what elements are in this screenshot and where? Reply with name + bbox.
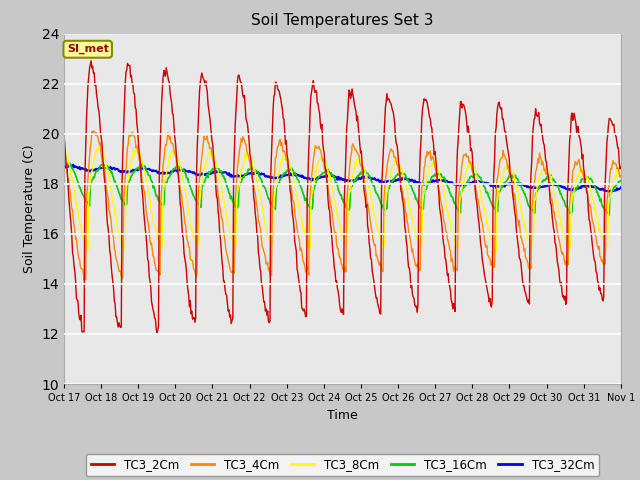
TC3_32Cm	[128, 168, 136, 174]
TC3_8Cm	[97, 144, 104, 150]
TC3_4Cm	[80, 277, 88, 283]
TC3_2Cm	[87, 58, 95, 64]
Line: TC3_32Cm: TC3_32Cm	[64, 165, 621, 192]
TC3_2Cm	[428, 126, 436, 132]
TC3_16Cm	[214, 167, 222, 172]
TC3_32Cm	[60, 165, 68, 170]
Legend: TC3_2Cm, TC3_4Cm, TC3_8Cm, TC3_16Cm, TC3_32Cm: TC3_2Cm, TC3_4Cm, TC3_8Cm, TC3_16Cm, TC3…	[86, 454, 599, 476]
TC3_32Cm	[411, 178, 419, 183]
TC3_32Cm	[65, 162, 73, 168]
TC3_4Cm	[617, 173, 625, 179]
TC3_4Cm	[215, 198, 223, 204]
TC3_2Cm	[60, 132, 68, 138]
TC3_4Cm	[186, 244, 193, 250]
TC3_2Cm	[153, 330, 161, 336]
TC3_4Cm	[70, 223, 78, 228]
TC3_16Cm	[605, 212, 613, 217]
Line: TC3_16Cm: TC3_16Cm	[64, 163, 621, 215]
TC3_4Cm	[412, 263, 419, 268]
Title: Soil Temperatures Set 3: Soil Temperatures Set 3	[251, 13, 434, 28]
TC3_8Cm	[128, 155, 136, 160]
TC3_16Cm	[411, 192, 419, 197]
TC3_4Cm	[90, 128, 97, 134]
Line: TC3_8Cm: TC3_8Cm	[64, 147, 621, 252]
TC3_8Cm	[70, 187, 78, 192]
TC3_16Cm	[428, 176, 435, 182]
TC3_2Cm	[128, 80, 136, 86]
TC3_32Cm	[71, 164, 79, 169]
TC3_32Cm	[185, 169, 193, 175]
TC3_4Cm	[129, 130, 137, 136]
TC3_16Cm	[185, 180, 193, 186]
TC3_8Cm	[411, 227, 419, 233]
TC3_16Cm	[71, 170, 79, 176]
TC3_16Cm	[617, 178, 625, 183]
TC3_2Cm	[617, 164, 625, 170]
TC3_2Cm	[215, 215, 223, 221]
TC3_8Cm	[428, 163, 435, 169]
TC3_16Cm	[128, 172, 136, 178]
TC3_8Cm	[214, 168, 222, 174]
TC3_8Cm	[185, 208, 193, 214]
TC3_4Cm	[428, 156, 436, 161]
TC3_8Cm	[60, 144, 68, 150]
TC3_16Cm	[60, 162, 68, 168]
TC3_2Cm	[70, 264, 78, 269]
TC3_2Cm	[412, 304, 419, 310]
X-axis label: Time: Time	[327, 408, 358, 421]
Line: TC3_4Cm: TC3_4Cm	[64, 131, 621, 280]
TC3_32Cm	[428, 179, 435, 184]
TC3_2Cm	[186, 304, 193, 310]
Text: SI_met: SI_met	[67, 44, 109, 54]
TC3_32Cm	[605, 189, 613, 194]
TC3_8Cm	[617, 170, 625, 176]
TC3_8Cm	[492, 249, 500, 254]
Y-axis label: Soil Temperature (C): Soil Temperature (C)	[23, 144, 36, 273]
TC3_32Cm	[214, 169, 222, 175]
TC3_16Cm	[65, 160, 73, 166]
TC3_32Cm	[617, 185, 625, 191]
TC3_4Cm	[60, 150, 68, 156]
Line: TC3_2Cm: TC3_2Cm	[64, 61, 621, 333]
